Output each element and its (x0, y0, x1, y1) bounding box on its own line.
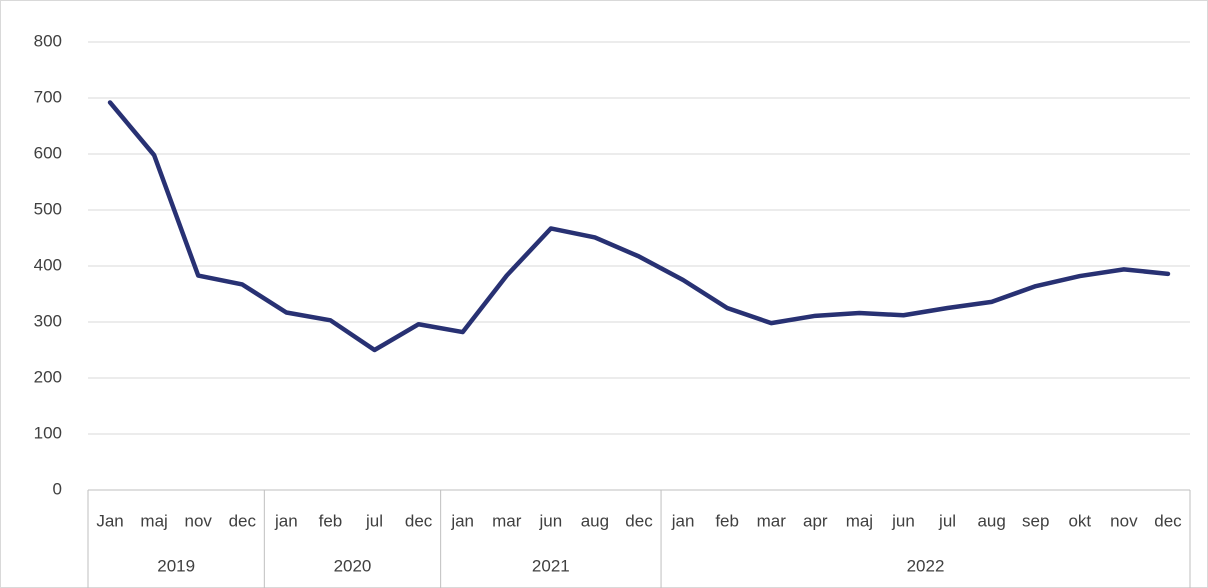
x-tick-label: jun (891, 511, 915, 530)
y-tick-label: 100 (34, 423, 62, 442)
x-tick-label: dec (405, 511, 433, 530)
y-tick-label: 0 (53, 479, 62, 498)
x-tick-label: aug (977, 511, 1005, 530)
line-series (107, 100, 1171, 353)
x-tick-label: sep (1022, 511, 1049, 530)
x-tick-label: jul (365, 511, 383, 530)
y-tick-label: 600 (34, 143, 62, 162)
y-tick-label: 200 (34, 367, 62, 386)
x-tick-label: Jan (96, 511, 123, 530)
y-tick-label: 500 (34, 199, 62, 218)
x-tick-label: mar (492, 511, 522, 530)
x-tick-label: aug (581, 511, 609, 530)
x-tick-label: maj (140, 511, 167, 530)
y-tick-label: 400 (34, 255, 62, 274)
y-tick-label: 300 (34, 311, 62, 330)
x-tick-label: okt (1068, 511, 1091, 530)
x-tick-label: feb (319, 511, 343, 530)
x-tick-label: nov (184, 511, 212, 530)
x-tick-label: nov (1110, 511, 1138, 530)
group-label: 2019 (157, 556, 195, 575)
x-tick-label: jan (671, 511, 695, 530)
y-tick-label: 700 (34, 87, 62, 106)
x-tick-label: dec (229, 511, 257, 530)
x-tick-label: feb (715, 511, 739, 530)
x-tick-label: jun (538, 511, 562, 530)
x-tick-label: apr (803, 511, 828, 530)
x-tick-label: jan (450, 511, 474, 530)
x-tick-label: dec (625, 511, 653, 530)
x-tick-label: mar (757, 511, 787, 530)
x-tick-label: jul (938, 511, 956, 530)
x-tick-label: jan (274, 511, 298, 530)
group-label: 2022 (907, 556, 945, 575)
x-tick-label: maj (846, 511, 873, 530)
x-tick-label: dec (1154, 511, 1182, 530)
y-tick-label: 800 (34, 31, 62, 50)
group-label: 2020 (334, 556, 372, 575)
group-label: 2021 (532, 556, 570, 575)
